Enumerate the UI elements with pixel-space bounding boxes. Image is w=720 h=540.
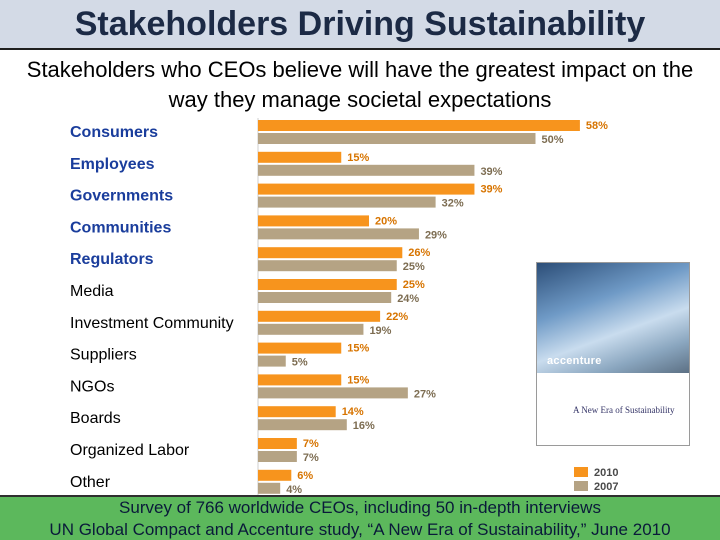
value-label-2007: 7% [303, 452, 319, 464]
value-label-2010: 15% [347, 374, 369, 386]
bar-2010 [258, 342, 342, 354]
bar-2007 [258, 228, 419, 240]
category-label: Suppliers [70, 347, 137, 364]
cover-title: A New Era of Sustainability [573, 405, 675, 415]
value-label-2010: 6% [297, 470, 313, 482]
value-label-2010: 26% [408, 247, 430, 259]
bar-2010 [258, 120, 580, 131]
value-label-2010: 15% [347, 152, 369, 164]
bar-2007 [258, 451, 297, 462]
bar-2007 [258, 323, 364, 335]
value-label-2007: 5% [292, 357, 308, 369]
category-label: Media [70, 283, 114, 300]
page-title: Stakeholders Driving Sustainability [74, 4, 646, 43]
bar-2010 [258, 469, 292, 481]
legend-swatch-2010 [574, 467, 588, 477]
value-label-2007: 29% [425, 229, 447, 241]
footer-line-1: Survey of 766 worldwide CEOs, including … [119, 498, 601, 517]
value-label-2007: 16% [353, 420, 375, 432]
bar-2010 [258, 438, 297, 449]
bar-2010 [258, 279, 397, 290]
category-label: Boards [70, 410, 121, 427]
bar-2007 [258, 164, 475, 176]
bar-2010 [258, 310, 381, 322]
legend-label-2007: 2007 [594, 481, 618, 493]
bar-2007 [258, 482, 281, 494]
chart-subtitle: Stakeholders who CEOs believe will have … [26, 57, 694, 112]
bar-2007 [258, 387, 408, 399]
category-label: Employees [70, 156, 155, 173]
value-label-2007: 4% [286, 484, 302, 496]
legend-swatch-2007 [574, 481, 588, 491]
bar-2010 [258, 151, 342, 163]
legend-label-2010: 2010 [594, 467, 618, 479]
bar-2007 [258, 196, 436, 208]
bar-2007 [258, 260, 397, 272]
title-bar: Stakeholders Driving Sustainability [0, 0, 720, 50]
value-label-2007: 19% [369, 325, 391, 337]
value-label-2010: 25% [403, 279, 425, 291]
category-label: Regulators [70, 251, 154, 268]
category-label: NGOs [70, 378, 114, 395]
category-label: Consumers [70, 124, 158, 141]
bar-2007 [258, 355, 286, 367]
bar-2007 [258, 292, 392, 303]
category-label: Other [70, 474, 111, 491]
cover-photo [537, 263, 689, 373]
value-label-2007: 50% [542, 134, 564, 146]
footer-source: Survey of 766 worldwide CEOs, including … [0, 495, 720, 540]
value-label-2010: 14% [342, 406, 364, 418]
category-label: Communities [70, 219, 171, 236]
value-label-2010: 20% [375, 215, 397, 227]
value-label-2007: 24% [397, 293, 419, 305]
bar-2007 [258, 419, 347, 431]
bar-2010 [258, 183, 475, 195]
value-label-2007: 32% [442, 198, 464, 210]
bar-2010 [258, 215, 369, 227]
value-label-2007: 39% [480, 166, 502, 178]
value-label-2010: 39% [480, 184, 502, 196]
footer-line-2: UN Global Compact and Accenture study, “… [49, 520, 671, 539]
category-label: Organized Labor [70, 442, 190, 459]
value-label-2010: 22% [386, 311, 408, 323]
value-label-2010: 58% [586, 120, 608, 132]
value-label-2007: 25% [403, 261, 425, 273]
bar-2010 [258, 374, 342, 386]
cover-brand: accenture [547, 355, 602, 367]
value-label-2007: 27% [414, 388, 436, 400]
value-label-2010: 7% [303, 438, 319, 450]
bar-2007 [258, 133, 536, 144]
value-label-2010: 15% [347, 343, 369, 355]
report-cover-image: accenture A New Era of Sustainability [536, 262, 690, 446]
bar-2010 [258, 247, 403, 259]
category-label: Investment Community [70, 315, 234, 332]
bar-2010 [258, 406, 336, 418]
category-label: Governments [70, 188, 173, 205]
